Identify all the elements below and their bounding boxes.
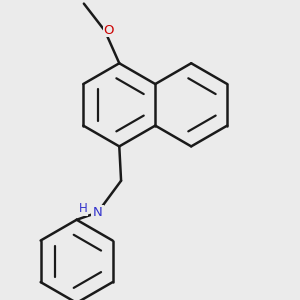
Text: N: N	[93, 206, 103, 219]
Text: H: H	[79, 202, 88, 215]
Text: O: O	[103, 23, 114, 37]
